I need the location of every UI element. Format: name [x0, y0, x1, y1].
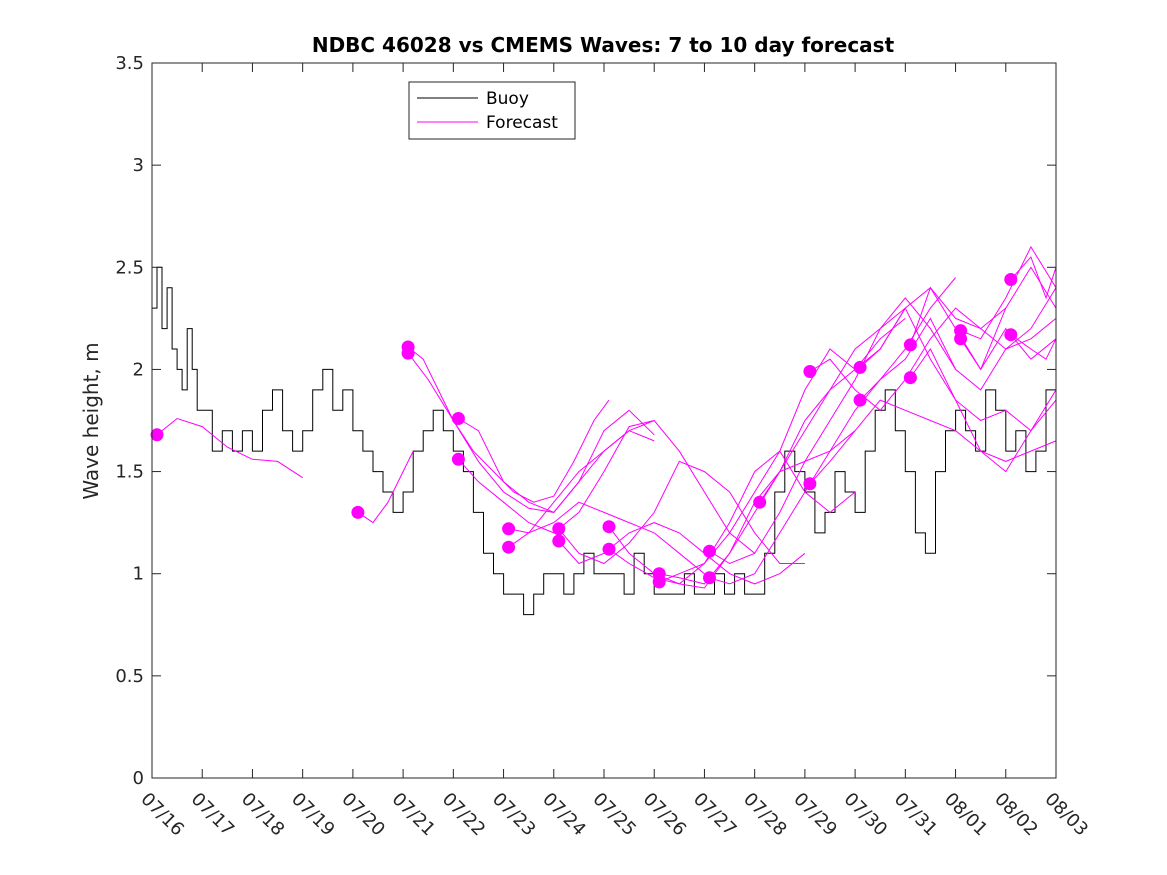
series-forecast-line-23 [909, 348, 1057, 473]
forecast-marker [502, 540, 516, 554]
y-tick-label: 1.5 [115, 462, 144, 483]
forecast-marker [552, 522, 566, 536]
plot-area [152, 63, 1056, 778]
forecast-marker [753, 495, 767, 509]
forecast-marker [1004, 328, 1018, 342]
forecast-marker [903, 371, 917, 385]
forecast-marker [502, 522, 516, 536]
legend: Buoy Forecast [408, 81, 576, 140]
forecast-marker [150, 428, 164, 442]
marker-layer [150, 273, 1018, 589]
forecast-marker [853, 393, 867, 407]
series-forecast-line-27 [1010, 334, 1057, 360]
forecast-marker [451, 452, 465, 466]
y-tick-label: 1 [133, 564, 144, 585]
series-forecast-line-5 [458, 409, 655, 514]
legend-label-forecast: Forecast [486, 113, 558, 133]
chart-title: NDBC 46028 vs CMEMS Waves: 7 to 10 day f… [312, 33, 895, 57]
series-forecast-line-21 [859, 317, 1057, 401]
series-forecast-line-10 [558, 522, 806, 585]
series-forecast-line-11 [608, 450, 856, 585]
series-forecast-line-1 [156, 417, 303, 479]
series-forecast-line-14 [659, 318, 906, 583]
series-forecast-line-8 [508, 419, 756, 554]
forecast-marker [552, 534, 566, 548]
y-tick-label: 3.5 [115, 53, 144, 74]
forecast-marker [602, 542, 616, 556]
y-tick-label: 2 [133, 359, 144, 380]
forecast-marker [703, 544, 716, 558]
forecast-marker [954, 332, 968, 346]
series-forecast-line-2 [357, 450, 414, 524]
y-tick-label: 0 [133, 768, 144, 789]
forecast-marker [1004, 273, 1018, 286]
series-buoy-line [152, 266, 1057, 616]
y-axis: 0 0.5 1 1.5 2 2.5 3 3.5 [115, 53, 1056, 789]
series-forecast-line-7 [508, 501, 705, 575]
forecast-marker [803, 477, 817, 491]
y-axis-label: Wave height, m [79, 342, 103, 499]
forecast-marker [803, 365, 817, 378]
y-tick-label: 0.5 [115, 666, 144, 687]
series-forecast-line-18 [809, 287, 1057, 412]
series-forecast-line-24 [960, 245, 1057, 340]
y-tick-label: 3 [133, 155, 144, 176]
forecast-marker [351, 505, 365, 519]
series-layer [152, 245, 1057, 616]
axes-background [152, 63, 1056, 778]
forecast-marker [401, 346, 415, 360]
series-forecast-line-15 [709, 297, 957, 565]
forecast-marker [451, 412, 465, 425]
forecast-marker [903, 338, 917, 352]
forecast-marker [602, 520, 616, 534]
series-forecast-line-26 [1010, 256, 1057, 300]
series-forecast-line-25 [960, 327, 1057, 371]
legend-box [408, 81, 576, 140]
series-forecast-line-9 [558, 460, 805, 565]
forecast-marker [652, 575, 666, 589]
legend-label-buoy: Buoy [486, 89, 529, 109]
forecast-marker [703, 571, 716, 585]
forecast-marker [853, 360, 867, 374]
y-tick-label: 2.5 [115, 257, 144, 278]
